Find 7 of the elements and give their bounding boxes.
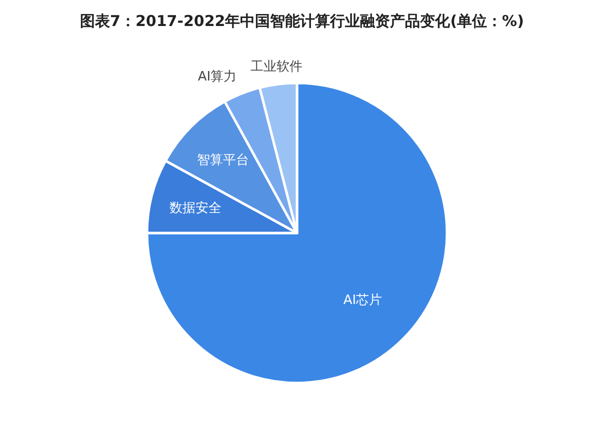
pie-slice bbox=[146, 82, 448, 384]
chart-title: 图表7：2017-2022年中国智能计算行业融资产品变化(单位：%) bbox=[80, 12, 524, 30]
slice-label: AI算力 bbox=[198, 70, 237, 85]
slice-label: 工业软件 bbox=[250, 59, 302, 74]
slice-label: AI芯片 bbox=[343, 292, 382, 308]
slice-label: 数据安全 bbox=[169, 200, 222, 216]
slice-label: 智算平台 bbox=[196, 152, 249, 168]
